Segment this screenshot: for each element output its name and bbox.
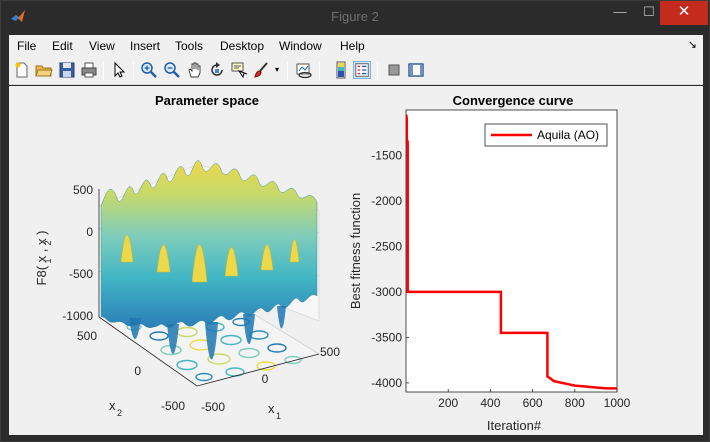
close-button[interactable]: ✕ xyxy=(660,1,708,25)
dock-figure-icon[interactable]: ↘ xyxy=(687,39,697,51)
rotate-3d-icon[interactable] xyxy=(208,61,226,79)
y-tick-label: -4000 xyxy=(371,376,402,390)
title-bar[interactable]: Figure 2 — ☐ ✕ xyxy=(1,1,709,31)
x-tick-0: 0 xyxy=(262,372,269,386)
y-axis-label-sub: 2 xyxy=(117,408,122,418)
minimize-button[interactable]: — xyxy=(613,4,627,19)
y-tick-500: 500 xyxy=(77,329,97,343)
x-tick-label: 1000 xyxy=(604,396,631,410)
z-axis-sub-2: 2 xyxy=(43,240,53,245)
print-icon[interactable] xyxy=(80,61,98,79)
menu-file[interactable]: File xyxy=(17,39,37,53)
y-axis-label: x 2 xyxy=(109,398,122,418)
y-axis-ticks: 500 0 -500 xyxy=(77,329,185,413)
y-tick-label: -2500 xyxy=(371,239,402,253)
surface-axes-lines xyxy=(98,189,320,387)
z-axis-label-text: F8( x , x ) xyxy=(34,231,49,286)
toolbar-separator xyxy=(377,62,378,80)
menu-view[interactable]: View xyxy=(89,39,115,53)
x-axis-label: x 1 xyxy=(268,401,281,421)
z-tick-500: 500 xyxy=(73,183,93,197)
toolbar-separator xyxy=(133,62,134,80)
toolbar-separator xyxy=(103,62,104,80)
menu-window[interactable]: Window xyxy=(279,39,322,53)
x-tick-label: 600 xyxy=(523,396,543,410)
menu-edit[interactable]: Edit xyxy=(52,39,73,53)
x-tick-neg500: -500 xyxy=(201,400,225,414)
zoom-in-icon[interactable] xyxy=(140,61,158,79)
brush-icon[interactable] xyxy=(252,61,270,79)
matlab-logo-icon xyxy=(11,10,25,22)
save-icon[interactable] xyxy=(58,61,76,79)
z-tick-neg1000: -1000 xyxy=(62,309,93,323)
surface-title: Parameter space xyxy=(155,93,259,108)
figure-plots: Parameter space xyxy=(34,93,631,433)
y-tick-label: -1500 xyxy=(371,148,402,162)
z-axis-label: F8( x , x ) 1 2 xyxy=(34,231,53,286)
hide-plot-tools-icon[interactable] xyxy=(385,61,403,79)
menu-help[interactable]: Help xyxy=(340,39,365,53)
x-axis-ticks: 500 0 -500 xyxy=(201,345,340,414)
z-tick-0: 0 xyxy=(86,225,93,239)
window-title: Figure 2 xyxy=(331,9,379,24)
y-axis-label-text: x xyxy=(109,398,116,413)
menu-insert[interactable]: Insert xyxy=(130,39,161,53)
convergence-ticks: 200 400 600 800 1000 -1500 -2000 -2500 -3000 -350… xyxy=(371,148,630,410)
menu-tools[interactable]: Tools xyxy=(175,39,204,53)
surface-mesh xyxy=(100,160,318,360)
insert-legend-icon[interactable] xyxy=(353,61,371,79)
edit-plot-arrow-icon[interactable] xyxy=(110,61,128,79)
y-tick-label: -3500 xyxy=(371,330,402,344)
y-tick-neg500: -500 xyxy=(161,399,185,413)
legend-box[interactable]: Aquila (AO) xyxy=(484,123,608,147)
show-plot-tools-icon[interactable] xyxy=(407,61,425,79)
x-tick-500: 500 xyxy=(320,345,340,359)
convergence-axes-box xyxy=(405,109,618,393)
series-line-aquila xyxy=(406,114,617,390)
legend-entry-aquila: Aquila (AO) xyxy=(537,128,599,142)
data-cursor-icon[interactable] xyxy=(230,61,248,79)
x-tick-label: 200 xyxy=(438,396,458,410)
figure-canvas: Parameter space xyxy=(9,86,703,435)
open-file-icon[interactable] xyxy=(35,61,53,79)
link-plot-icon[interactable] xyxy=(295,61,313,79)
x-tick-label: 400 xyxy=(480,396,500,410)
x-axis-label-sub: 1 xyxy=(276,411,281,421)
pan-hand-icon[interactable] xyxy=(186,61,204,79)
z-axis-ticks: 500 0 -500 -1000 xyxy=(62,183,93,323)
insert-colorbar-icon[interactable] xyxy=(332,61,350,79)
toolbar-separator xyxy=(319,62,320,80)
zoom-out-icon[interactable] xyxy=(163,61,181,79)
convergence-ylabel: Best fitness function xyxy=(348,193,363,309)
z-axis-sub-1: 1 xyxy=(43,258,53,263)
y-tick-label: -3000 xyxy=(371,285,402,299)
convergence-xlabel: Iteration# xyxy=(487,418,542,433)
brush-dropdown-icon[interactable]: ▾ xyxy=(274,65,279,74)
menu-bar: File Edit View Insert Tools Desktop Wind… xyxy=(9,35,703,57)
y-tick-label: -2000 xyxy=(371,194,402,208)
new-figure-icon[interactable] xyxy=(13,61,31,79)
x-tick-label: 800 xyxy=(565,396,585,410)
x-axis-label-text: x xyxy=(268,401,275,416)
convergence-series xyxy=(406,114,617,390)
y-tick-0: 0 xyxy=(134,364,141,378)
toolbar-separator xyxy=(287,62,288,80)
z-tick-neg500: -500 xyxy=(69,267,93,281)
figure-toolbar: ▾ xyxy=(9,57,703,85)
convergence-title: Convergence curve xyxy=(453,93,574,108)
maximize-button[interactable]: ☐ xyxy=(643,4,655,19)
menu-desktop[interactable]: Desktop xyxy=(220,39,265,53)
